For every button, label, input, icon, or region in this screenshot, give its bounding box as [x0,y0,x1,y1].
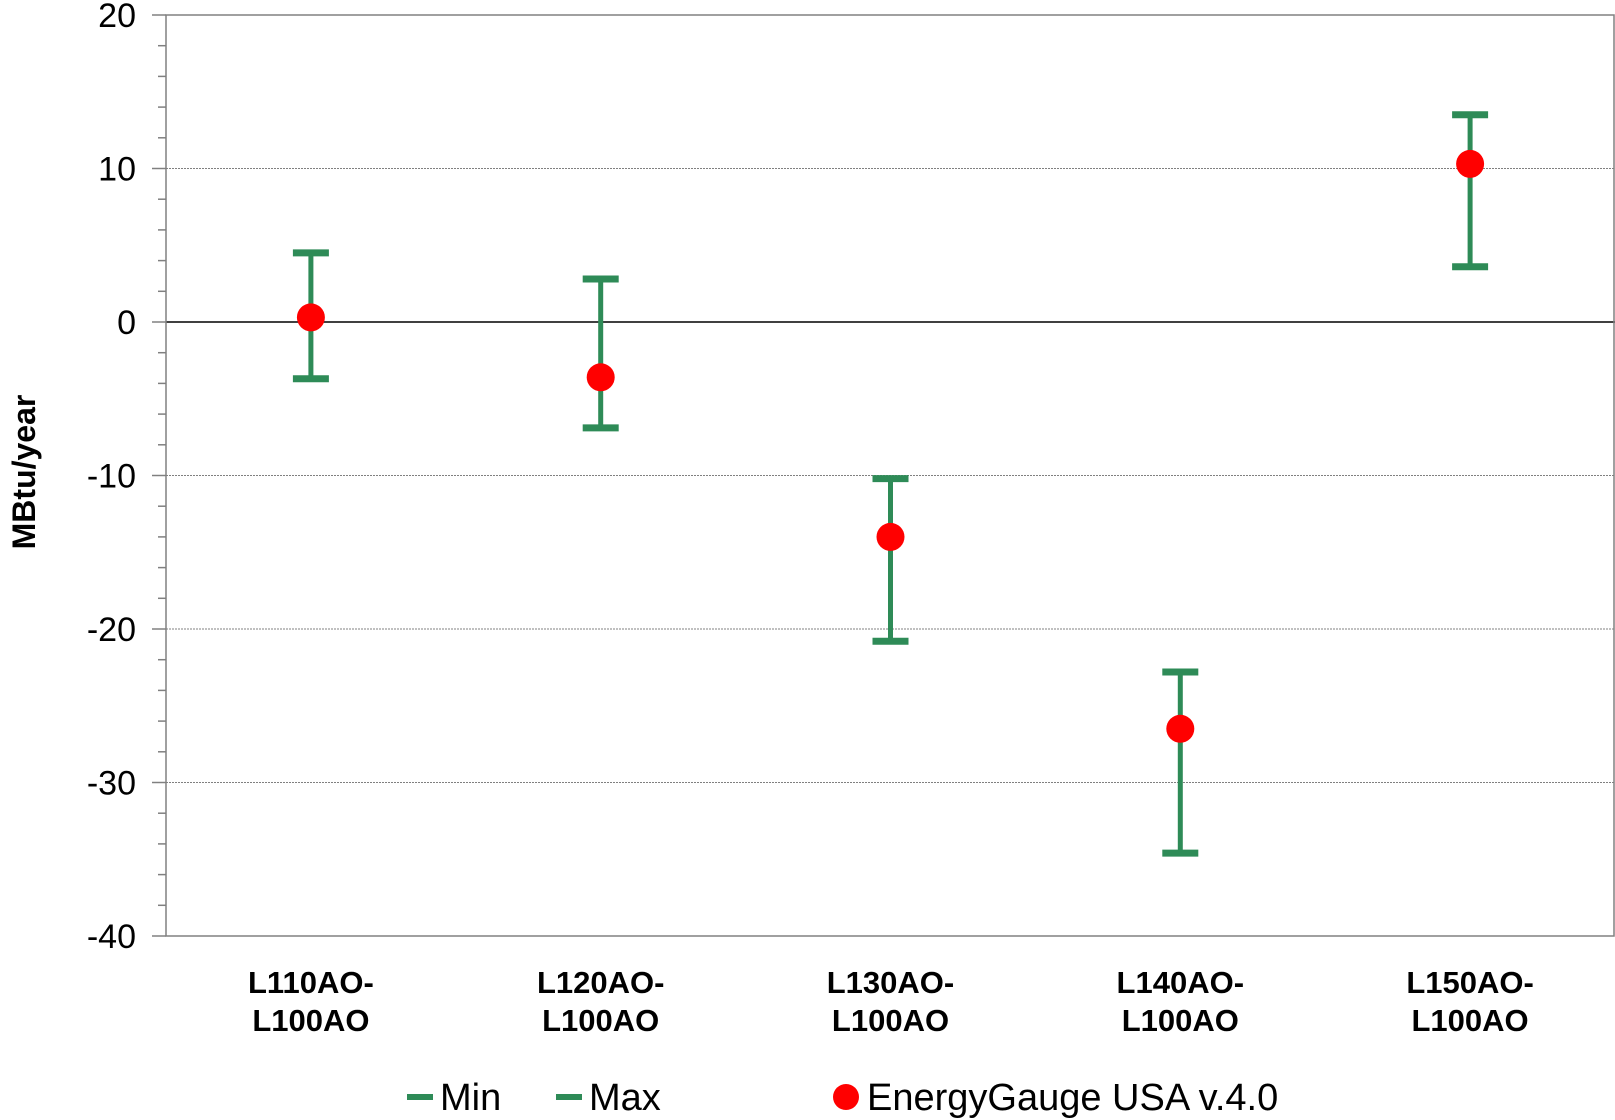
y-tick-label: -40 [87,918,136,956]
x-tick-label-line: L150AO- [1406,965,1533,1000]
x-tick-label-line: L110AO- [248,965,374,1000]
y-tick-label: -20 [87,611,136,649]
energygauge-point [586,363,615,392]
x-tick-label-line: L100AO [1122,1003,1239,1038]
energygauge-point [1166,714,1195,743]
gridlines [166,14,1615,783]
x-tick-label-line: L130AO- [827,965,954,1000]
legend-point-marker [833,1084,859,1110]
y-tick-label: -10 [87,458,136,496]
y-tick-label: 10 [98,151,136,189]
axes [152,14,1615,937]
x-tick-label-line: L120AO- [537,965,664,1000]
y-tick-label: 0 [117,304,136,342]
y-tick-label: -30 [87,765,136,803]
y-tick-labels: 20 10 0 -10 -20 -30 -40 [87,0,136,956]
x-tick-label: L150AO-L100AO [1406,965,1533,1038]
x-tick-label-line: L100AO [1412,1003,1529,1038]
x-tick-label-line: L100AO [542,1003,659,1038]
y-axis-label: MBtu/year [6,395,42,550]
x-tick-label-line: L100AO [832,1003,949,1038]
legend-point-label: EnergyGauge USA v.4.0 [867,1077,1278,1119]
x-tick-labels: L110AO-L100AOL120AO-L100AOL130AO-L100AOL… [248,965,1534,1038]
legend-max-label: Max [589,1077,661,1119]
legend: Min Max EnergyGauge USA v.4.0 [407,1077,1278,1119]
energygauge-point [1456,149,1485,178]
x-tick-label-line: L140AO- [1117,965,1244,1000]
x-tick-label-line: L100AO [252,1003,369,1038]
energygauge-point [296,303,325,332]
x-tick-label: L120AO-L100AO [537,965,664,1038]
x-tick-label: L140AO-L100AO [1117,965,1244,1038]
legend-min-label: Min [440,1077,501,1119]
x-tick-label: L110AO-L100AO [248,965,374,1038]
min-max-ranges [292,111,1489,857]
energygauge-points [296,149,1485,743]
y-tick-label: 20 [98,0,136,35]
x-tick-label: L130AO-L100AO [827,965,954,1038]
energygauge-point [876,522,905,551]
